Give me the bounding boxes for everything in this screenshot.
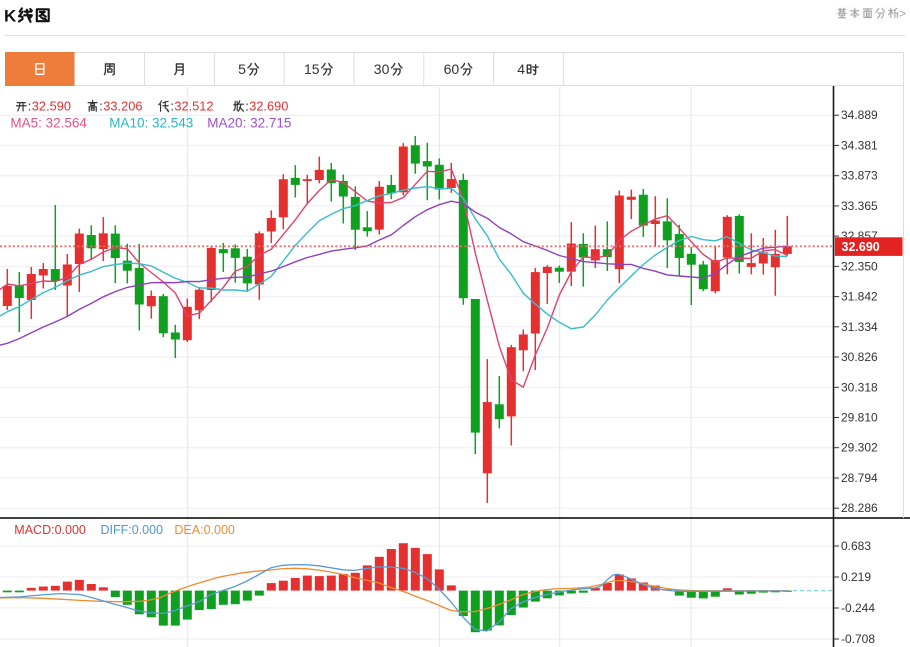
svg-text:30: 30 bbox=[374, 61, 390, 77]
svg-text::: : bbox=[28, 99, 32, 114]
svg-text:60: 60 bbox=[444, 61, 460, 77]
svg-text::: : bbox=[245, 99, 249, 114]
svg-text:33.206: 33.206 bbox=[103, 99, 142, 114]
svg-text:32.690: 32.690 bbox=[249, 99, 288, 114]
svg-text:34.889: 34.889 bbox=[841, 108, 878, 122]
svg-text:4: 4 bbox=[517, 61, 525, 77]
svg-text:MA5: 32.564: MA5: 32.564 bbox=[10, 115, 87, 130]
svg-text:30.826: 30.826 bbox=[841, 350, 878, 364]
svg-text:31.334: 31.334 bbox=[841, 320, 878, 334]
svg-text:>: > bbox=[899, 7, 906, 21]
svg-text:0.219: 0.219 bbox=[841, 570, 871, 584]
svg-text:33.873: 33.873 bbox=[841, 169, 878, 183]
svg-text:MACD:0.000: MACD:0.000 bbox=[14, 523, 86, 537]
svg-text:28.286: 28.286 bbox=[841, 501, 878, 515]
svg-text:-0.708: -0.708 bbox=[841, 632, 875, 646]
svg-text:DIFF:0.000: DIFF:0.000 bbox=[101, 523, 164, 537]
svg-text:33.365: 33.365 bbox=[841, 199, 878, 213]
svg-text::: : bbox=[99, 99, 103, 114]
svg-text:32.690: 32.690 bbox=[842, 240, 880, 254]
svg-text:29.302: 29.302 bbox=[841, 441, 878, 455]
svg-text:-0.244: -0.244 bbox=[841, 601, 875, 615]
svg-text:K: K bbox=[4, 7, 17, 26]
svg-text:0.683: 0.683 bbox=[841, 539, 871, 553]
svg-text:32.350: 32.350 bbox=[841, 259, 878, 273]
svg-text:32.590: 32.590 bbox=[32, 99, 71, 114]
svg-text:5: 5 bbox=[238, 61, 246, 77]
svg-text:32.512: 32.512 bbox=[174, 99, 213, 114]
svg-text:28.794: 28.794 bbox=[841, 471, 878, 485]
svg-text::: : bbox=[170, 99, 174, 114]
svg-text:31.842: 31.842 bbox=[841, 290, 878, 304]
svg-text:DEA:0.000: DEA:0.000 bbox=[174, 523, 235, 537]
svg-text:MA20: 32.715: MA20: 32.715 bbox=[207, 115, 291, 130]
svg-text:MA10: 32.543: MA10: 32.543 bbox=[109, 115, 193, 130]
svg-text:15: 15 bbox=[304, 61, 320, 77]
svg-text:30.318: 30.318 bbox=[841, 380, 878, 394]
svg-text:29.810: 29.810 bbox=[841, 411, 878, 425]
svg-text:34.381: 34.381 bbox=[841, 138, 878, 152]
